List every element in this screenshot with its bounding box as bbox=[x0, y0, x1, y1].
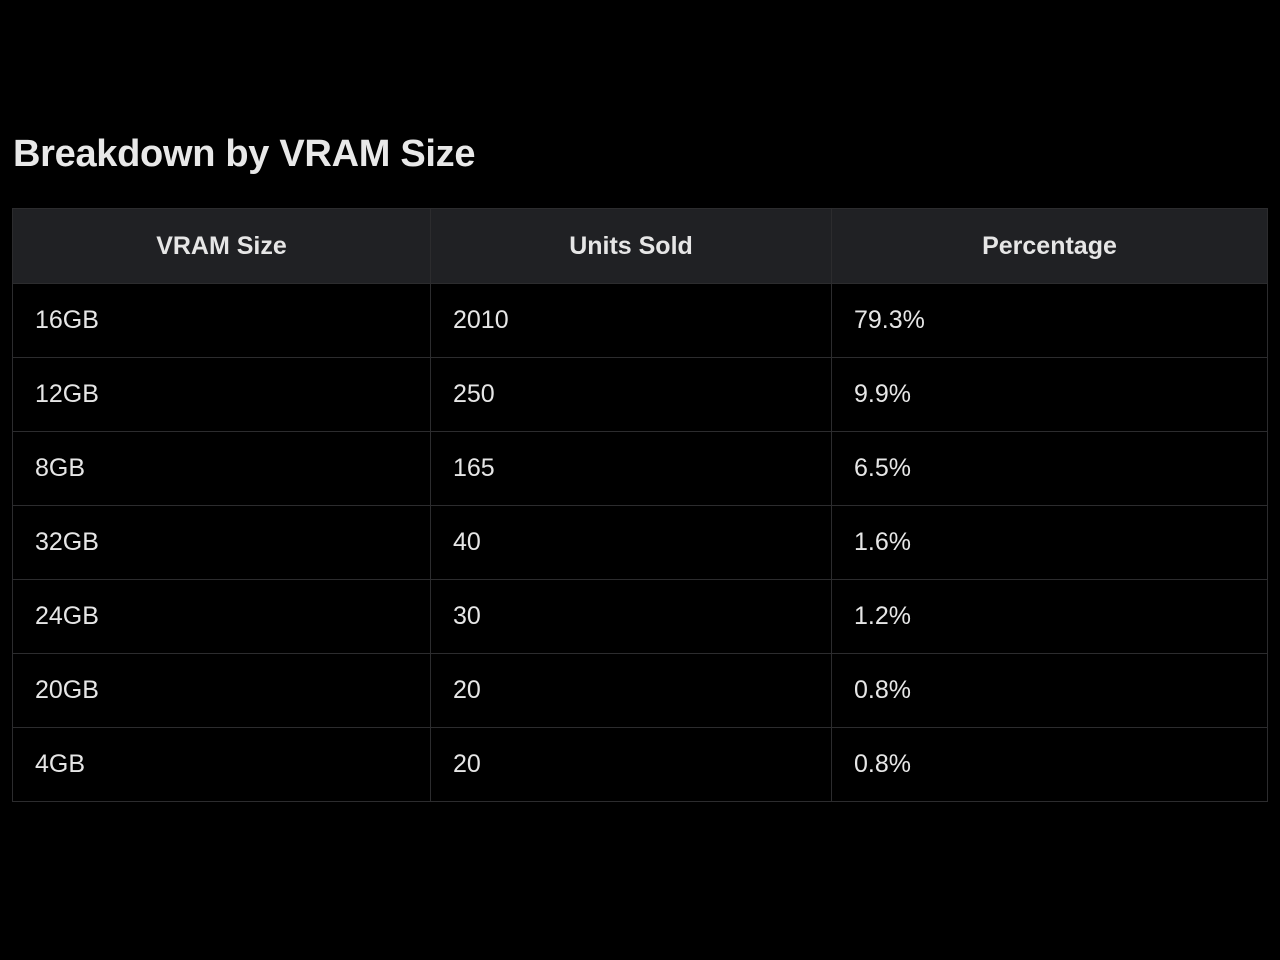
cell-units-sold: 40 bbox=[430, 505, 832, 580]
cell-vram-size: 8GB bbox=[12, 431, 431, 506]
table-row: 32GB 40 1.6% bbox=[12, 505, 1268, 580]
cell-percentage: 1.6% bbox=[831, 505, 1268, 580]
vram-table-container: VRAM Size Units Sold Percentage 16GB 201… bbox=[12, 208, 1268, 802]
cell-vram-size: 20GB bbox=[12, 653, 431, 728]
cell-units-sold: 20 bbox=[430, 653, 832, 728]
cell-units-sold: 30 bbox=[430, 579, 832, 654]
cell-units-sold: 250 bbox=[430, 357, 832, 432]
cell-percentage: 0.8% bbox=[831, 653, 1268, 728]
cell-percentage: 6.5% bbox=[831, 431, 1268, 506]
cell-percentage: 0.8% bbox=[831, 727, 1268, 802]
cell-vram-size: 12GB bbox=[12, 357, 431, 432]
cell-units-sold: 20 bbox=[430, 727, 832, 802]
vram-table: VRAM Size Units Sold Percentage 16GB 201… bbox=[12, 208, 1268, 802]
header-units-sold: Units Sold bbox=[430, 208, 832, 284]
cell-percentage: 9.9% bbox=[831, 357, 1268, 432]
cell-vram-size: 4GB bbox=[12, 727, 431, 802]
table-row: 8GB 165 6.5% bbox=[12, 431, 1268, 506]
cell-units-sold: 165 bbox=[430, 431, 832, 506]
header-percentage: Percentage bbox=[831, 208, 1268, 284]
table-row: 24GB 30 1.2% bbox=[12, 579, 1268, 654]
page-title: Breakdown by VRAM Size bbox=[13, 133, 476, 175]
cell-units-sold: 2010 bbox=[430, 283, 832, 358]
cell-vram-size: 24GB bbox=[12, 579, 431, 654]
cell-vram-size: 32GB bbox=[12, 505, 431, 580]
cell-vram-size: 16GB bbox=[12, 283, 431, 358]
table-row: 16GB 2010 79.3% bbox=[12, 283, 1268, 358]
table-row: 12GB 250 9.9% bbox=[12, 357, 1268, 432]
header-vram-size: VRAM Size bbox=[12, 208, 431, 284]
table-row: 20GB 20 0.8% bbox=[12, 653, 1268, 728]
table-row: 4GB 20 0.8% bbox=[12, 727, 1268, 802]
cell-percentage: 79.3% bbox=[831, 283, 1268, 358]
cell-percentage: 1.2% bbox=[831, 579, 1268, 654]
table-header-row: VRAM Size Units Sold Percentage bbox=[12, 208, 1268, 284]
